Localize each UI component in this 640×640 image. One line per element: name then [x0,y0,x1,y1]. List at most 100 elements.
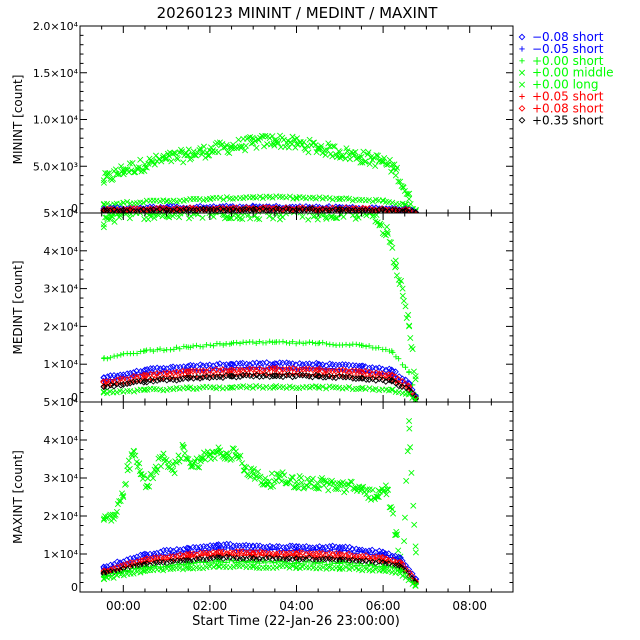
data-point [113,380,121,388]
data-point [374,152,381,159]
data-point [265,213,272,216]
data-point [363,343,369,350]
data-point [236,559,243,565]
data-point [389,199,396,206]
data-point [268,470,275,477]
data-point [262,371,270,379]
data-point [280,384,287,391]
data-point [127,568,133,574]
data-point [190,560,197,567]
data-point [223,142,230,149]
data-point [133,373,141,381]
data-point [250,139,257,146]
data-point [130,169,138,176]
data-point [340,213,347,220]
data-point [262,475,269,482]
data-point [259,384,267,391]
data-point [296,385,303,392]
legend-label: +0.00 short [532,54,604,68]
data-point [216,360,224,367]
data-point [226,452,233,459]
data-point [243,339,249,346]
data-point [109,213,116,220]
panels: 0 5.0×10³ 1.0×10⁴ 1.5×10⁴ 2.0×10⁴ MININT [cou… [11,20,514,613]
data-point [266,213,273,220]
data-point [176,207,184,213]
data-point [183,455,190,462]
data-point [273,559,280,565]
data-point [393,166,400,174]
data-point [290,560,296,567]
data-point [210,563,217,570]
data-point [259,205,267,213]
data-point [375,493,382,501]
data-point [318,142,325,149]
data-point [259,373,267,380]
data-point [259,133,266,140]
maxint-series-z000l [100,562,419,589]
data-point [391,161,398,168]
data-point [266,135,273,142]
data-point [165,459,172,466]
legend-label: +0.05 short [532,90,604,104]
data-point [228,340,235,347]
legend-item-m008s: −0.08 short [518,30,604,44]
data-point [125,169,132,176]
data-point [365,376,373,383]
data-point [150,206,157,213]
y-tick-label: 3×10⁴ [43,283,78,296]
data-point [117,497,124,504]
data-point [305,365,313,373]
data-point [210,559,217,565]
data-point [399,292,406,299]
data-point [378,222,385,229]
data-point [260,143,268,150]
data-point [402,303,409,310]
y-tick-label: 1.0×10⁴ [33,114,79,127]
data-point [342,204,350,212]
data-point [343,560,349,566]
data-point [197,374,203,380]
minint-series-p035s [100,205,419,213]
data-point [239,216,246,223]
data-point [153,377,161,384]
data-point [329,560,336,566]
data-point [168,158,175,165]
data-point [164,464,171,471]
data-point [407,444,414,451]
data-point [243,464,250,471]
data-point [223,550,231,557]
data-point [216,213,223,215]
data-point [232,204,240,212]
data-point [296,339,303,345]
data-point [118,352,124,358]
data-point [284,479,291,486]
data-point [283,340,290,346]
data-point [203,552,210,558]
data-point [114,353,120,359]
data-point [144,482,151,489]
data-point [289,338,296,345]
data-point [217,341,223,347]
data-point [272,339,278,345]
y-tick-label: 0 [71,581,78,594]
data-point [397,570,404,577]
data-point [388,377,396,385]
data-point [310,547,316,553]
data-point [399,362,406,368]
data-point [384,230,391,237]
y-tick-label: 2.0×10⁴ [33,20,79,33]
data-point [281,472,288,479]
data-point [314,372,322,380]
data-point [179,148,186,155]
data-point [358,385,365,392]
data-point [290,213,297,216]
minint-points [100,132,419,213]
data-point [242,147,249,154]
data-point [366,368,373,376]
data-point [173,376,180,384]
minint-y-label: MININT [count] [11,75,25,165]
data-point [296,207,303,213]
panel-medint: 0 1×10⁴ 2×10⁴ 3×10⁴ 4×10⁴ 5×10⁴ MEDINT [count] [11,207,514,404]
data-point [160,450,167,457]
